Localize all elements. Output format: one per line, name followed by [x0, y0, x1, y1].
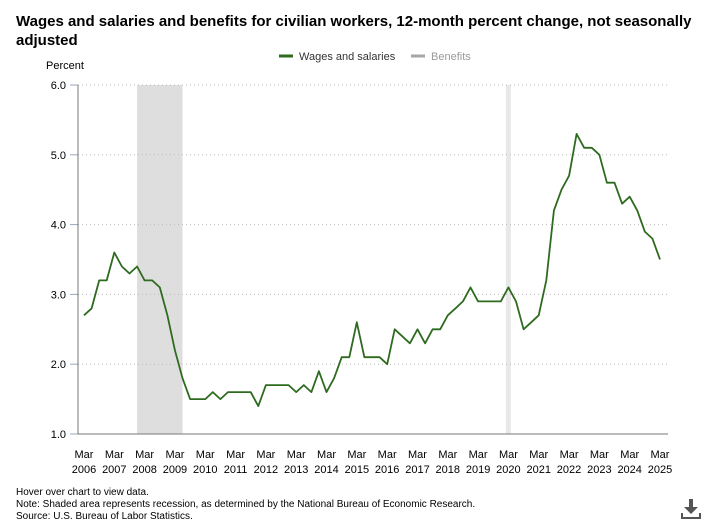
x-tick-year: 2025 — [648, 464, 672, 476]
y-tick-label: 3.0 — [51, 289, 66, 301]
x-tick-month: Mar — [499, 449, 518, 461]
x-tick-year: 2017 — [405, 464, 429, 476]
x-tick-year: 2021 — [526, 464, 550, 476]
x-tick-month: Mar — [287, 449, 306, 461]
download-icon[interactable] — [680, 498, 702, 520]
x-tick-month: Mar — [105, 449, 124, 461]
recession-note: Note: Shaded area represents recession, … — [16, 499, 476, 510]
legend-label-benefits: Benefits — [431, 51, 471, 63]
source-note: Source: U.S. Bureau of Labor Statistics. — [16, 511, 193, 522]
y-tick-label: 4.0 — [51, 220, 66, 232]
x-tick-year: 2010 — [193, 464, 217, 476]
x-tick-year: 2023 — [587, 464, 611, 476]
x-tick-month: Mar — [560, 449, 579, 461]
x-tick-month: Mar — [165, 449, 184, 461]
series-lines: Mar 2006: 2.7Jun 2006: 2.8Sep 2006: 3.2D… — [83, 132, 661, 408]
y-tick-label: 1.0 — [51, 429, 66, 441]
x-tick-month: Mar — [347, 449, 366, 461]
x-tick-year: 2008 — [132, 464, 156, 476]
series-line-wages-and-salaries — [83, 132, 661, 408]
x-tick-month: Mar — [135, 449, 154, 461]
x-tick-month: Mar — [438, 449, 457, 461]
x-tick-labels: Mar 2006 Mar 2007 Mar 2008 Mar 2009 Mar 2010 Mar 20… — [72, 449, 672, 476]
recession-band — [137, 85, 183, 434]
x-tick-year: 2013 — [284, 464, 308, 476]
legend-label-wages: Wages and salaries — [299, 51, 396, 63]
x-tick-month: Mar — [469, 449, 488, 461]
legend: Wages and salaries Benefits — [279, 51, 471, 63]
x-tick-month: Mar — [196, 449, 215, 461]
y-tick-label: 2.0 — [51, 359, 66, 371]
x-tick-year: 2020 — [496, 464, 520, 476]
y-tick-labels: 1.0 2.0 3.0 4.0 5.0 6.0 — [51, 80, 66, 441]
x-tick-year: 2006 — [72, 464, 96, 476]
x-tick-month: Mar — [620, 449, 639, 461]
hover-hint: Hover over chart to view data. — [16, 487, 149, 498]
recession-band — [505, 85, 511, 434]
gridlines — [70, 84, 668, 435]
y-axis-label: Percent — [46, 60, 84, 72]
y-tick-label: 6.0 — [51, 80, 66, 92]
x-tick-year: 2022 — [557, 464, 581, 476]
x-tick-month: Mar — [378, 449, 397, 461]
x-tick-year: 2011 — [224, 464, 248, 476]
recession-bands — [137, 85, 511, 434]
legend-item-wages[interactable]: Wages and salaries — [279, 51, 396, 63]
legend-item-benefits[interactable]: Benefits — [411, 51, 471, 63]
x-tick-year: 2014 — [314, 464, 338, 476]
x-tick-month: Mar — [317, 449, 336, 461]
x-tick-year: 2009 — [163, 464, 187, 476]
x-tick-year: 2016 — [375, 464, 399, 476]
x-tick-year: 2019 — [466, 464, 490, 476]
x-tick-month: Mar — [226, 449, 245, 461]
x-tick-year: 2015 — [345, 464, 369, 476]
x-tick-month: Mar — [651, 449, 670, 461]
chart-title: Wages and salaries and benefits for civi… — [16, 13, 692, 49]
x-tick-year: 2007 — [102, 464, 126, 476]
x-tick-year: 2024 — [617, 464, 641, 476]
x-tick-year: 2012 — [254, 464, 278, 476]
x-tick-month: Mar — [75, 449, 94, 461]
x-tick-month: Mar — [590, 449, 609, 461]
y-tick-label: 5.0 — [51, 150, 66, 162]
x-tick-month: Mar — [408, 449, 427, 461]
x-tick-year: 2018 — [436, 464, 460, 476]
x-tick-month: Mar — [529, 449, 548, 461]
x-tick-month: Mar — [256, 449, 275, 461]
